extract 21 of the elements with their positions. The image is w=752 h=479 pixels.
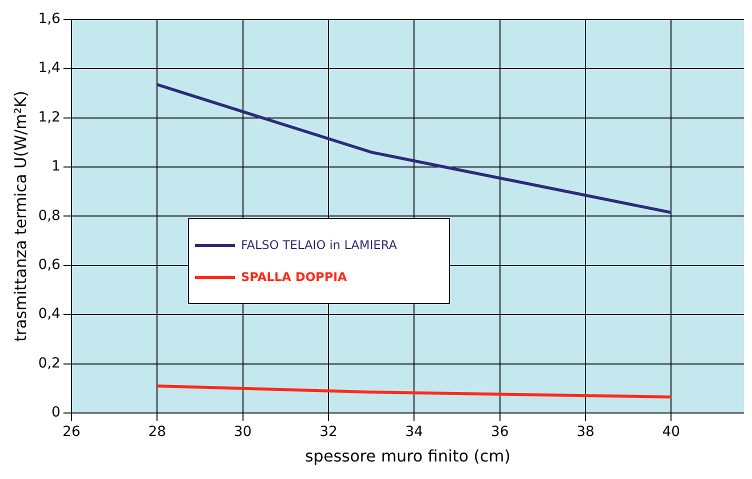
legend-label: FALSO TELAIO in LAMIERA [241,238,397,252]
x-axis-title: spessore muro finito (cm) [305,446,510,466]
x-tick-label: 28 [148,424,166,440]
y-tick-label: 0,8 [38,208,60,224]
x-tick-label: 36 [490,424,509,440]
legend-label: SPALLA DOPPIA [241,270,347,284]
y-tick-label: 1,2 [38,109,60,126]
x-tick-label: 38 [576,424,594,440]
x-tick-label: 26 [62,424,80,440]
x-tick-label: 30 [234,424,252,440]
y-axis-title: trasmittanza termica U(W/m²K) [10,90,30,342]
y-tick-label: 1,6 [38,11,61,28]
x-tick-label: 32 [320,424,338,440]
y-tick-label: 0,4 [38,306,61,322]
x-tick-label: 40 [662,424,680,440]
y-tick-label: 0 [52,404,60,421]
y-tick-label: 0,6 [38,257,61,274]
y-tick-label: 1,4 [38,60,61,76]
y-tick-label: 1 [52,158,60,175]
y-tick-label: 0,2 [38,355,60,372]
x-tick-label: 34 [405,424,424,440]
